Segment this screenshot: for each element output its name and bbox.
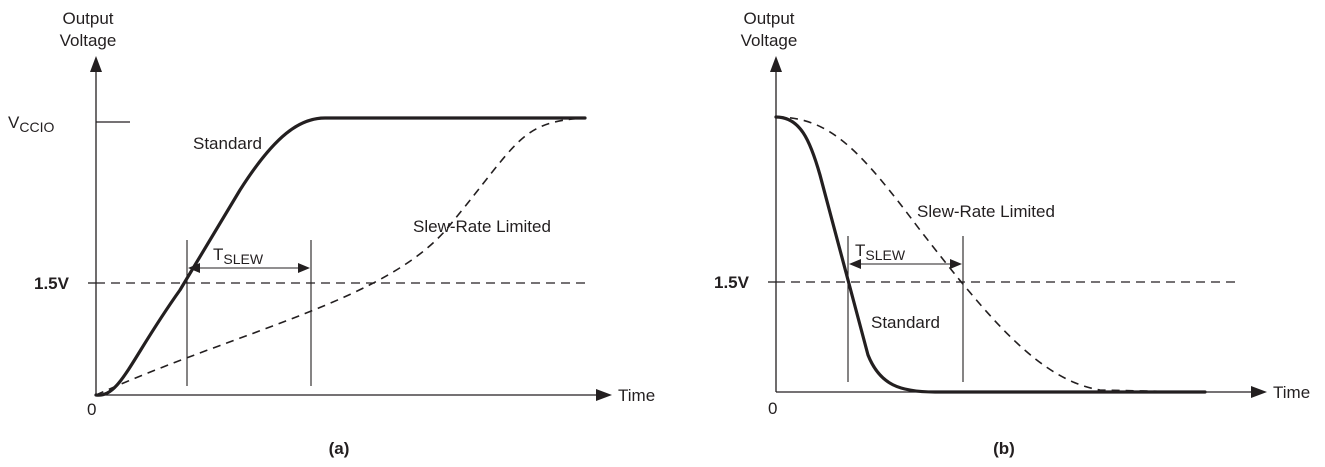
panel-a-slew-curve: [95, 117, 586, 396]
panel-a-x-label: Time: [618, 386, 655, 405]
panel-a-tslew-arrow-left: [188, 263, 200, 273]
panel-b-x-label: Time: [1273, 383, 1310, 402]
panel-a-vccio-label: VCCIO: [8, 113, 54, 135]
panel-b-slew-curve: [775, 116, 1191, 393]
panel-b-y-axis-arrowhead: [770, 56, 782, 72]
panel-a-y-label-line1: Output: [62, 9, 113, 28]
panel-b-tslew-label: TSLEW: [855, 241, 906, 263]
panel-b-tslew-arrow-left: [849, 259, 861, 269]
panel-a-caption: (a): [329, 439, 350, 458]
panel-b-caption: (b): [993, 439, 1015, 458]
panel-a: Output Voltage Time 0 VCCIO 1.5V TSLEW S…: [8, 9, 655, 458]
panel-b-slew-label: Slew-Rate Limited: [917, 202, 1055, 221]
panel-a-threshold-label: 1.5V: [34, 274, 70, 293]
panel-a-y-axis-arrowhead: [90, 56, 102, 72]
panel-b-threshold-label: 1.5V: [714, 273, 750, 292]
panel-a-standard-label: Standard: [193, 134, 262, 153]
panel-a-origin-label: 0: [87, 400, 96, 419]
panel-b-y-label-line1: Output: [743, 9, 794, 28]
panel-b: Output Voltage Time 0 1.5V TSLEW Standar…: [714, 9, 1310, 458]
panel-a-slew-label: Slew-Rate Limited: [413, 217, 551, 236]
panel-b-origin-label: 0: [768, 399, 777, 418]
panel-b-tslew-arrow-right: [950, 259, 962, 269]
panel-b-x-axis-arrowhead: [1251, 386, 1267, 398]
panel-a-tslew-label: TSLEW: [213, 245, 264, 267]
panel-a-y-label-line2: Voltage: [60, 31, 117, 50]
panel-b-y-label-line2: Voltage: [741, 31, 798, 50]
panel-a-standard-curve: [94, 116, 587, 397]
panel-b-standard-curve: [774, 115, 1207, 394]
panel-a-x-axis-arrowhead: [596, 389, 612, 401]
panel-a-tslew-arrow-right: [298, 263, 310, 273]
panel-b-standard-label: Standard: [871, 313, 940, 332]
